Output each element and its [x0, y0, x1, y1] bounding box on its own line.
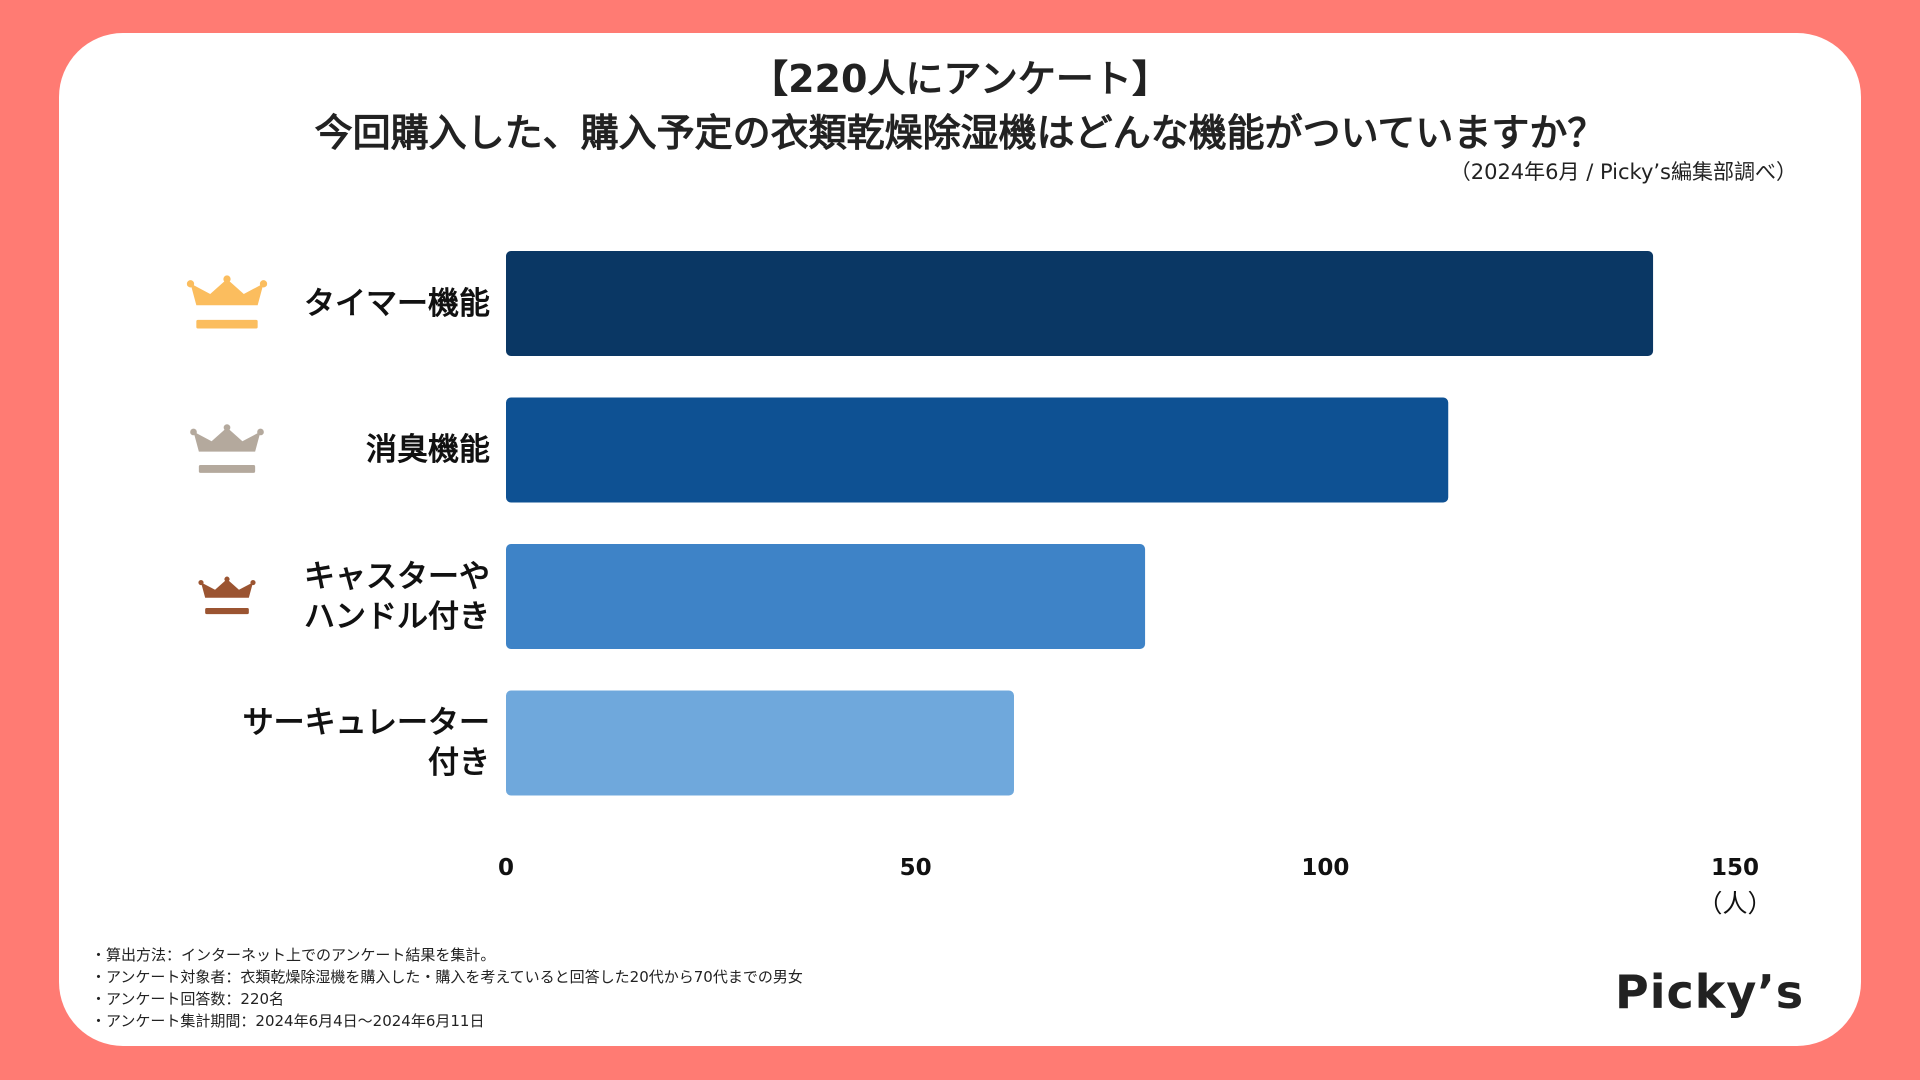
category-label: キャスターや ハンドル付き — [304, 558, 490, 635]
bar-1 — [506, 251, 1654, 356]
pickys-logo: Picky’s — [1615, 965, 1805, 1019]
chart-source: （2024年6月 / Picky’s編集部調べ） — [1449, 160, 1797, 184]
note-line: ・アンケート対象者：衣類乾燥除湿機を購入した・購入を考えていると回答した20代か… — [91, 968, 803, 986]
x-axis-unit-label: （人） — [1697, 889, 1773, 918]
gold-crown-icon — [186, 275, 268, 329]
survey-notes: ・算出方法：インターネット上でのアンケート結果を集計。 ・アンケート対象者：衣類… — [91, 944, 803, 1032]
x-tick-label: 150 — [1710, 855, 1759, 881]
x-tick-label: 100 — [1301, 855, 1350, 881]
bar-4 — [506, 690, 1014, 796]
silver-crown-icon — [190, 424, 264, 473]
category-label: サーキュレーター 付き — [242, 705, 490, 781]
chart-title-line2: 今回購入した、購入予定の衣類乾燥除湿機はどんな機能がついていますか？ — [314, 111, 1606, 155]
bar-3 — [506, 544, 1146, 649]
chart-title-line1: 【220人にアンケート】 — [750, 57, 1170, 101]
note-line: ・アンケート回答数：220名 — [91, 990, 285, 1008]
note-line: ・アンケート集計期間：2024年6月4日〜2024年6月11日 — [91, 1012, 485, 1030]
x-tick-label: 50 — [899, 855, 932, 881]
chart-card — [59, 33, 1861, 1046]
note-line: ・算出方法：インターネット上でのアンケート結果を集計。 — [91, 946, 496, 964]
bar-2 — [506, 397, 1449, 503]
category-label: タイマー機能 — [304, 285, 490, 322]
x-tick-label: 0 — [497, 855, 514, 881]
category-label: 消臭機能 — [366, 432, 490, 468]
bronze-crown-icon — [198, 576, 256, 615]
